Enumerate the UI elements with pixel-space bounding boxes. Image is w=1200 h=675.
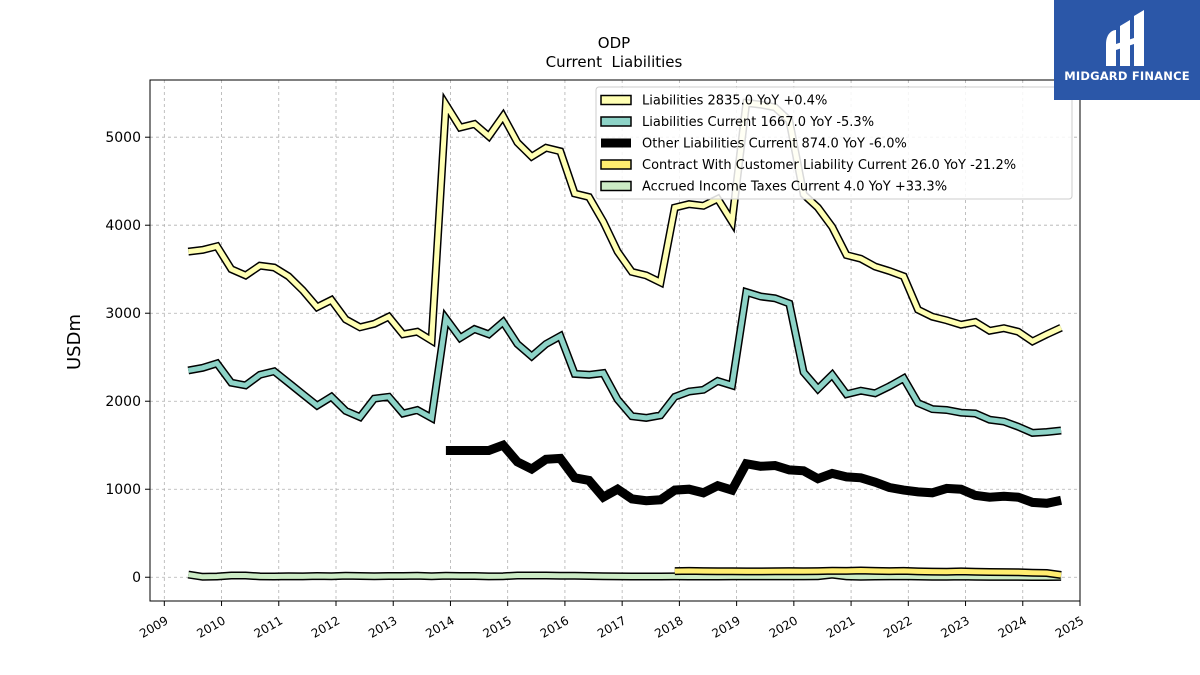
legend-label: Liabilities 2835.0 YoY +0.4% xyxy=(642,94,827,109)
legend-swatch xyxy=(600,116,632,127)
x-tick-label: 2022 xyxy=(881,613,914,640)
series-other-liabilities-current xyxy=(445,439,1063,508)
legend-swatch xyxy=(600,94,632,106)
y-axis-label: USDm xyxy=(64,314,85,370)
legend-frame xyxy=(595,86,1073,200)
series-liabilities-current xyxy=(187,286,1062,437)
x-tick-label: 2016 xyxy=(538,613,571,640)
legend-swatch xyxy=(600,180,632,192)
series-line xyxy=(674,567,1062,578)
x-tick-label: 2009 xyxy=(137,613,170,640)
x-tick-label: 2023 xyxy=(938,613,971,640)
series-liabilities xyxy=(187,91,1063,348)
x-tick-label: 2011 xyxy=(252,613,285,640)
legend-label: Liabilities Current 1667.0 YoY -5.3% xyxy=(642,115,874,130)
legend-swatch xyxy=(601,138,631,148)
x-tick-label: 2012 xyxy=(309,613,342,640)
x-tick-label: 2019 xyxy=(709,613,742,640)
x-tick-label: 2025 xyxy=(1053,613,1086,640)
y-tick-label: 2000 xyxy=(105,394,141,410)
midgard-logo-icon xyxy=(1054,0,1200,100)
series-line xyxy=(187,572,1062,580)
series-line xyxy=(188,96,1063,345)
series-contract-with-customer-liability-current xyxy=(674,566,1062,579)
legend: Liabilities 2835.0 YoY +0.4% Liabilities … xyxy=(595,86,1073,200)
brand-name: MIDGARD FINANCE xyxy=(1064,69,1190,83)
series-line xyxy=(445,439,1063,508)
y-tick-label: 3000 xyxy=(105,306,141,322)
x-tick-label: 2020 xyxy=(767,613,800,640)
series-line xyxy=(187,288,1062,436)
legend-swatch xyxy=(600,159,632,170)
x-tick-label: 2021 xyxy=(824,613,857,640)
brand-logo: MIDGARD FINANCE xyxy=(1054,0,1200,100)
legend-label: Contract With Customer Liability Current… xyxy=(642,158,1016,173)
chart-title: ODP xyxy=(598,34,630,52)
y-tick-label: 4000 xyxy=(105,218,141,234)
x-tick-label: 2015 xyxy=(481,613,514,640)
x-tick-label: 2013 xyxy=(366,613,399,640)
x-tick-label: 2017 xyxy=(595,613,628,640)
series-accrued-income-taxes-current xyxy=(187,570,1062,581)
plot-frame xyxy=(149,79,1081,602)
y-tick-label: 0 xyxy=(132,570,141,586)
x-tick-label: 2014 xyxy=(423,613,456,640)
y-tick-label: 1000 xyxy=(105,482,141,498)
plot-series xyxy=(187,91,1063,581)
legend-label: Accrued Income Taxes Current 4.0 YoY +33… xyxy=(642,180,947,195)
x-tick-label: 2024 xyxy=(996,613,1029,640)
legend-label: Other Liabilities Current 874.0 YoY -6.0… xyxy=(642,137,907,152)
chart-subtitle: Current Liabilities xyxy=(546,53,683,71)
y-tick-label: 5000 xyxy=(105,130,141,146)
x-tick-label: 2018 xyxy=(652,613,685,640)
x-tick-label: 2010 xyxy=(194,613,227,640)
